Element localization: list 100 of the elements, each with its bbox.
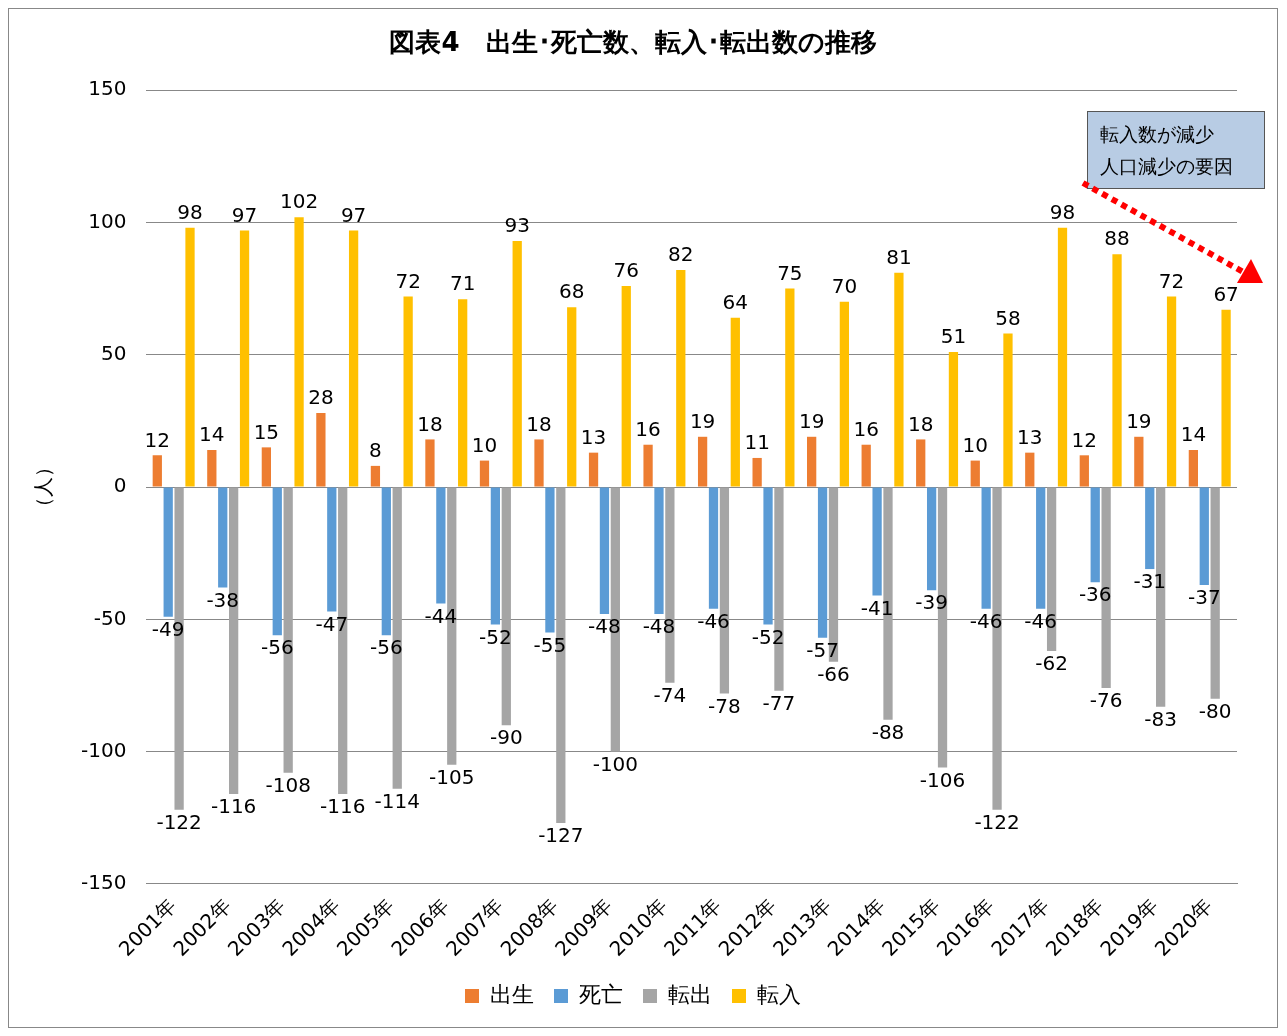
data-label: -52: [479, 624, 512, 649]
bar: [1221, 309, 1231, 487]
data-label: -36: [1078, 582, 1112, 607]
bar: [348, 230, 359, 487]
legend-label: 転出: [668, 981, 712, 1007]
data-label: 71: [449, 271, 476, 296]
data-label: -114: [374, 788, 420, 813]
data-label: -56: [369, 635, 403, 660]
data-label: 13: [1017, 424, 1043, 449]
data-label: 81: [886, 244, 912, 269]
bar: [697, 436, 708, 487]
data-label: -37: [1187, 585, 1221, 610]
data-label: 97: [231, 202, 258, 227]
data-label: -88: [871, 720, 905, 745]
data-label: 16: [853, 416, 879, 441]
bar: [926, 487, 937, 591]
bar: [261, 447, 271, 487]
data-label: 13: [580, 424, 607, 449]
bar: [1090, 487, 1100, 583]
data-label: -44: [424, 603, 458, 628]
data-label: -48: [588, 614, 621, 639]
bar: [599, 487, 610, 615]
bar: [1166, 296, 1177, 487]
bar: [1057, 227, 1068, 487]
data-label: 88: [1104, 226, 1130, 251]
bar: [970, 460, 980, 487]
data-label: 10: [962, 432, 988, 457]
data-label: 14: [199, 422, 225, 447]
bar: [436, 487, 446, 604]
bar: [1112, 254, 1122, 487]
data-label: -106: [919, 767, 966, 792]
data-label: 18: [417, 411, 443, 436]
data-label: 19: [1126, 408, 1152, 433]
data-label: 12: [1071, 427, 1098, 452]
data-label: -57: [806, 638, 839, 663]
bar: [545, 487, 555, 633]
data-label: -80: [1198, 698, 1232, 723]
data-label: -55: [533, 632, 567, 657]
data-label: -46: [697, 608, 730, 633]
data-label: -74: [653, 683, 687, 708]
data-label: -46: [1024, 608, 1058, 633]
bar: [839, 301, 850, 487]
data-label: -62: [1035, 651, 1068, 676]
data-label: 19: [798, 408, 825, 433]
bar: [1199, 487, 1209, 585]
data-label: -122: [156, 810, 202, 835]
bar: [817, 487, 828, 638]
bar: [163, 487, 173, 617]
data-label: -122: [974, 810, 1020, 835]
data-label: -48: [642, 614, 676, 639]
bar: [327, 487, 337, 612]
data-label: -52: [751, 624, 785, 649]
data-label: 8: [369, 438, 382, 463]
bar: [403, 296, 413, 487]
bar: [1188, 450, 1199, 487]
bar: [567, 307, 577, 487]
data-label: -116: [320, 794, 366, 819]
data-label: -66: [817, 661, 850, 686]
bar: [763, 487, 773, 625]
data-label: 72: [1158, 268, 1185, 293]
bar: [1145, 487, 1155, 570]
data-label: 97: [340, 202, 367, 227]
y-tick-label: -50: [93, 605, 127, 630]
bar: [643, 444, 653, 487]
data-label: -47: [315, 611, 349, 636]
bar: [730, 317, 740, 487]
annotation: 転入数が減少: [1100, 122, 1215, 147]
bar: [316, 412, 326, 487]
annotation: 人口減少の要因: [1100, 154, 1234, 179]
bar: [676, 270, 686, 487]
data-label: -90: [489, 725, 523, 750]
bar: [1036, 487, 1046, 609]
bar: [916, 439, 926, 487]
data-label: -46: [969, 608, 1003, 633]
bar: [458, 299, 468, 487]
bar: [294, 217, 304, 487]
data-label: 67: [1213, 281, 1239, 306]
y-tick-label: 100: [88, 208, 127, 233]
data-label: -108: [265, 772, 311, 797]
data-label: -39: [915, 590, 948, 615]
data-label: -41: [860, 595, 894, 620]
bar: [752, 457, 762, 487]
bar: [534, 439, 544, 487]
bar: [1079, 455, 1089, 487]
data-label: 16: [635, 416, 661, 441]
data-label: 98: [177, 199, 203, 224]
data-label: 68: [559, 279, 585, 304]
data-label: -105: [429, 765, 475, 790]
bar: [370, 465, 381, 487]
data-label: -76: [1089, 688, 1123, 713]
bar: [872, 487, 882, 596]
chart-title: 図表4 出生･死亡数、転入･転出数の推移: [389, 27, 877, 58]
data-label: -56: [260, 635, 294, 660]
legend-label: 死亡: [579, 981, 623, 1007]
y-axis-title: （人）: [31, 457, 56, 518]
data-label: -100: [592, 751, 639, 776]
y-tick-label: -150: [81, 870, 127, 895]
bar: [807, 436, 817, 487]
bar: [1134, 436, 1144, 487]
data-label: 76: [613, 258, 639, 283]
